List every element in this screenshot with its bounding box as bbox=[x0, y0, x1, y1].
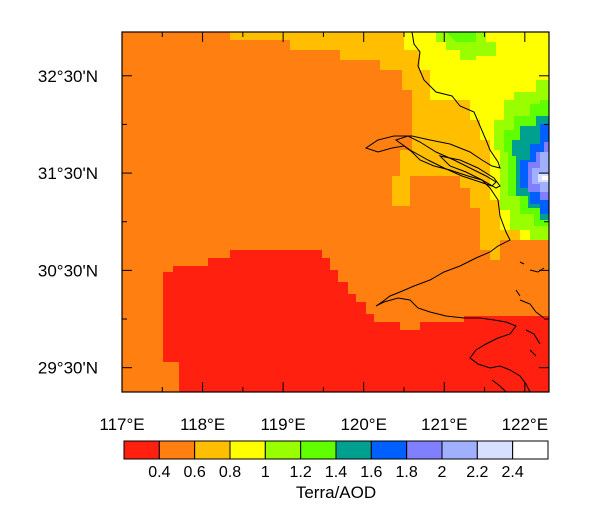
x-tick-label: 118°E bbox=[180, 415, 225, 434]
x-tick-label: 121°E bbox=[421, 415, 468, 434]
y-tick-label: 32°30'N bbox=[38, 67, 98, 86]
colorbar-label: 0.4 bbox=[148, 464, 170, 481]
aod-region-light-green bbox=[436, 32, 496, 60]
colorbar-label: 2 bbox=[438, 464, 447, 481]
plot-frame bbox=[121, 31, 550, 393]
colorbar-swatch bbox=[264, 440, 302, 460]
aod-region-green bbox=[446, 32, 476, 42]
aod-region-orange-sw bbox=[163, 362, 179, 392]
coastline bbox=[364, 31, 545, 393]
y-tick-label: 29°30'N bbox=[38, 359, 98, 378]
x-tick-label: 119°E bbox=[261, 415, 306, 434]
aod-region-red bbox=[163, 250, 549, 392]
x-tick-label: 120°E bbox=[340, 415, 387, 434]
colorbar-swatch bbox=[194, 440, 231, 460]
colorbar-label: 1.2 bbox=[290, 464, 312, 481]
y-tick-label: 30°30'N bbox=[38, 261, 98, 280]
colorbar-swatch bbox=[335, 440, 372, 460]
colorbar-swatch bbox=[300, 440, 337, 460]
y-tick-label: 31°30'N bbox=[38, 164, 98, 183]
y-axis: 32°30'N 31°30'N 30°30'N 29°30'N bbox=[38, 67, 549, 378]
colorbar-title: Terra/AOD bbox=[296, 483, 376, 502]
colorbar-swatch bbox=[229, 440, 266, 460]
colorbar-swatch bbox=[370, 440, 408, 460]
x-tick-label: 122°E bbox=[502, 415, 549, 434]
colorbar-label: 1 bbox=[261, 464, 270, 481]
colorbar-label: 1.6 bbox=[360, 464, 382, 481]
colorbar-swatch bbox=[123, 440, 160, 460]
aod-region-white bbox=[542, 176, 549, 180]
colorbar-swatch bbox=[512, 440, 549, 460]
colorbar-label: 2.2 bbox=[466, 464, 488, 481]
x-tick-label: 117°E bbox=[99, 415, 144, 434]
colorbar-label: 1.8 bbox=[396, 464, 418, 481]
colorbar-label: 0.6 bbox=[184, 464, 206, 481]
colorbar-label: 1.4 bbox=[325, 464, 347, 481]
x-axis: 117°E 118°E 119°E 120°E 121°E 122°E bbox=[99, 32, 548, 434]
colorbar-swatch bbox=[158, 440, 196, 460]
colorbar: 0.4 0.6 0.8 1 1.2 1.4 1.6 1.8 2 2.2 2.4 bbox=[123, 440, 549, 481]
colorbar-swatch bbox=[441, 440, 478, 460]
colorbar-swatch bbox=[476, 440, 514, 460]
colorbar-label: 2.4 bbox=[502, 464, 524, 481]
colorbar-label: 0.8 bbox=[219, 464, 241, 481]
colorbar-swatch bbox=[406, 440, 443, 460]
aod-field bbox=[121, 31, 550, 393]
